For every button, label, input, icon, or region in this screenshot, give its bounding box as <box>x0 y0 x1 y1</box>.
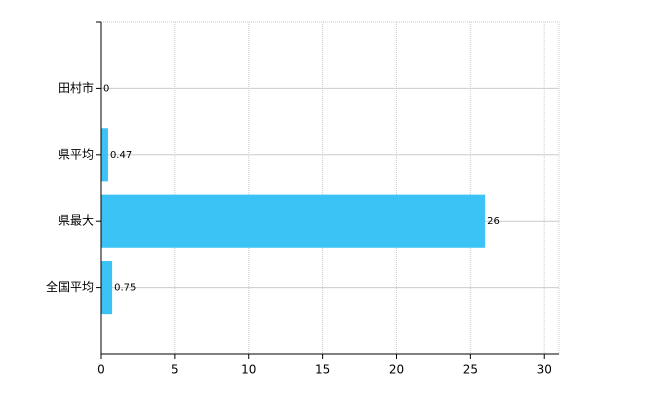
value-label: 0 <box>103 83 109 94</box>
x-tick-label: 15 <box>315 363 330 377</box>
bar <box>101 128 108 182</box>
x-tick-label: 10 <box>241 363 256 377</box>
value-label: 0.47 <box>110 150 132 161</box>
x-tick-label: 30 <box>537 363 552 377</box>
x-tick-label: 5 <box>171 363 179 377</box>
y-tick-label: 田村市 <box>58 80 94 95</box>
value-label: 26 <box>487 216 500 227</box>
y-tick-label: 県最大 <box>58 214 94 228</box>
x-tick-label: 20 <box>389 363 404 377</box>
bar <box>101 261 113 315</box>
y-tick-label: 県平均 <box>58 147 94 161</box>
x-tick-label: 25 <box>463 363 478 377</box>
value-label: 0.75 <box>114 283 136 294</box>
bar <box>101 194 486 248</box>
x-tick-label: 0 <box>97 363 105 377</box>
y-tick-label: 全国平均 <box>46 279 94 294</box>
